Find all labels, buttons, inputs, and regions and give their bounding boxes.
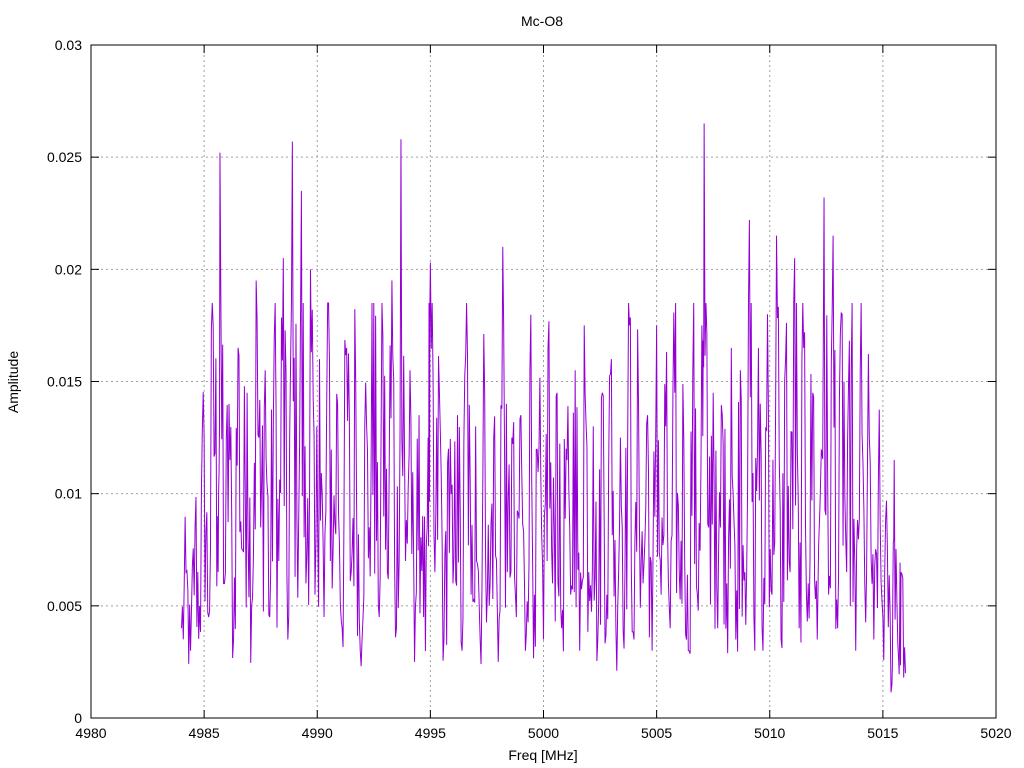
series-line-0 <box>181 123 906 693</box>
plot-area <box>181 123 906 693</box>
y-tick-label: 0.01 <box>55 486 82 502</box>
x-tick-label: 4985 <box>189 725 220 741</box>
y-tick-label: 0.02 <box>55 261 82 277</box>
x-tick-label: 4990 <box>302 725 333 741</box>
tick-labels: 4980 4985 4990 4995 5000 5005 5010 5015 5020 0 0.0… <box>47 37 1012 741</box>
x-tick-label: 5000 <box>528 725 559 741</box>
x-tick-label: 5005 <box>641 725 672 741</box>
y-tick-label: 0.015 <box>47 374 82 390</box>
x-tick-label: 4980 <box>75 725 106 741</box>
grid <box>91 45 996 718</box>
x-tick-label: 4995 <box>415 725 446 741</box>
x-tick-label: 5010 <box>754 725 785 741</box>
ticks <box>90 44 997 719</box>
x-tick-label: 5015 <box>867 725 898 741</box>
y-tick-label: 0.025 <box>47 149 82 165</box>
x-tick-label: 5020 <box>980 725 1011 741</box>
y-tick-label: 0 <box>74 710 82 726</box>
y-tick-label: 0.005 <box>47 598 82 614</box>
x-axis-label: Freq [MHz] <box>508 747 577 763</box>
chart-title: Mc-O8 <box>521 13 563 29</box>
y-tick-label: 0.03 <box>55 37 82 53</box>
y-axis-label: Amplitude <box>5 351 21 413</box>
